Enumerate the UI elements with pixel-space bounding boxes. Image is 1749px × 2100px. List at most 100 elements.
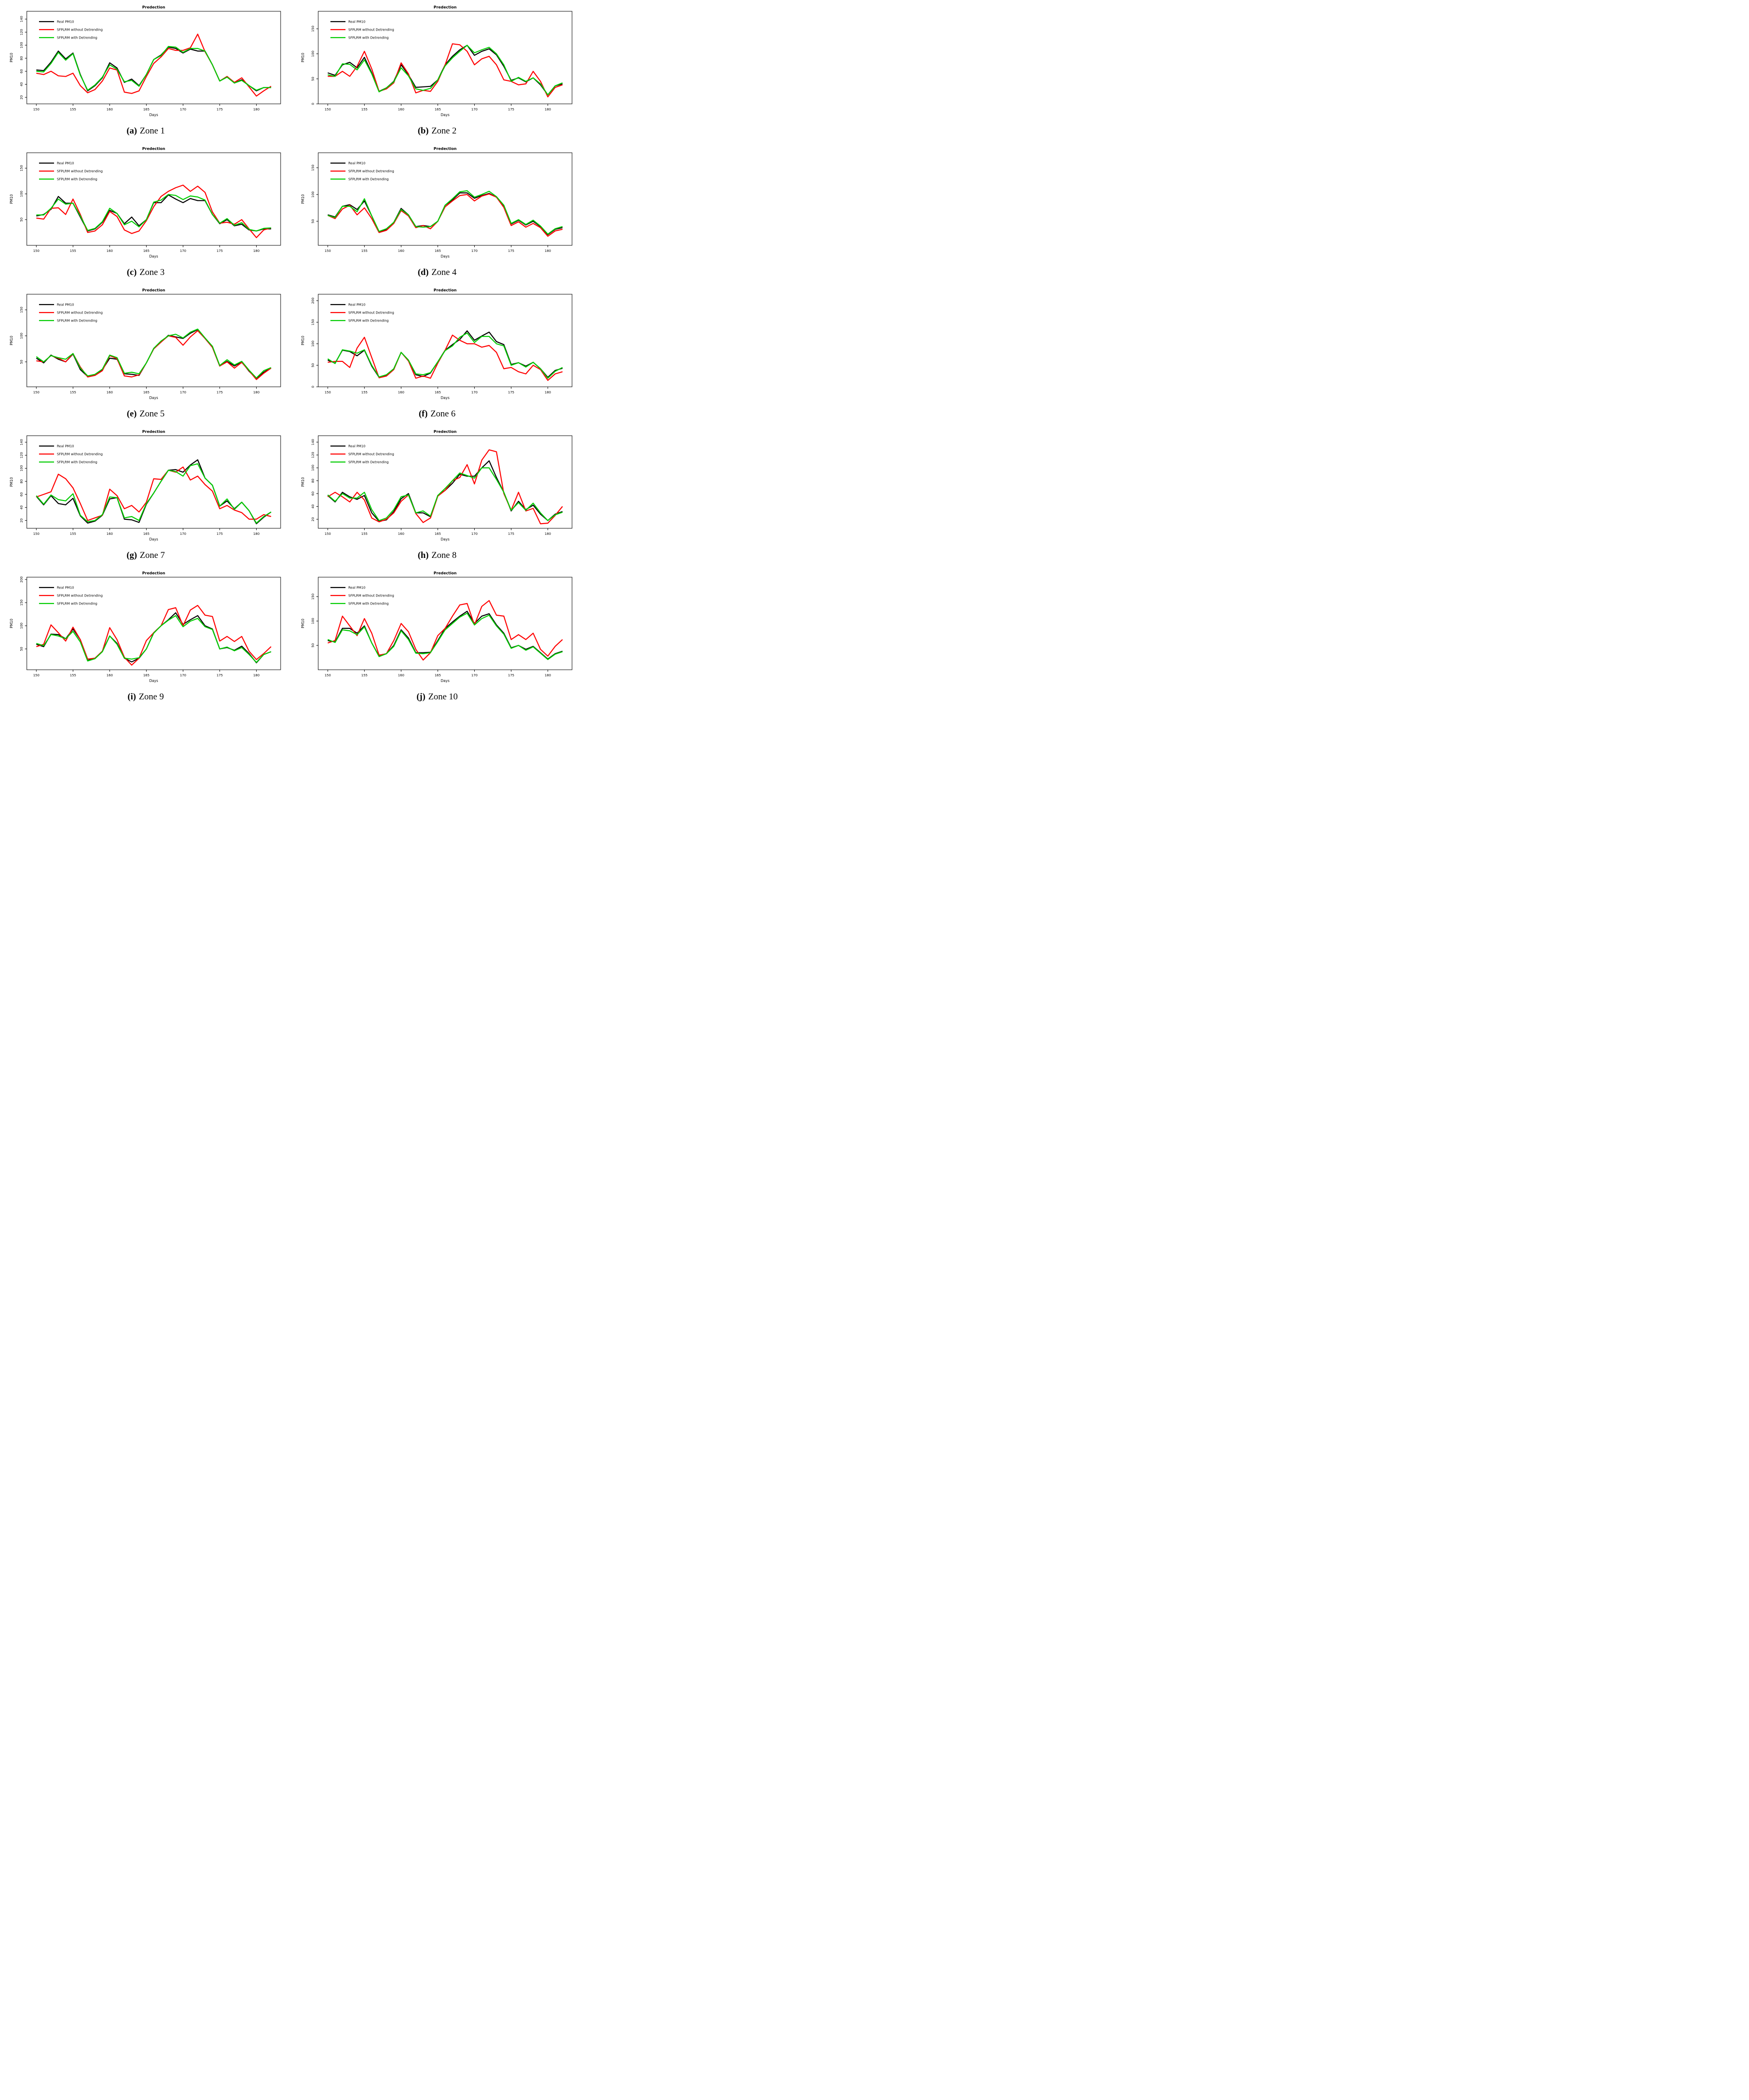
x-tick-label: 165 [143,249,149,253]
x-tick-label: 155 [361,391,368,394]
x-tick-label: 180 [253,674,259,677]
sfplrm-with-detrending-line [327,612,563,660]
sfplrm-with-detrending-line [327,332,563,379]
legend-label-sfplrm-with-detrending: SFPLRM with Detrending [348,178,389,181]
y-tick-label: 150 [311,26,315,32]
x-tick-label: 150 [33,391,39,394]
figure-caption: (g) Zone 7 [126,545,165,566]
sfplrm-with-detrending-line [36,46,271,91]
x-tick-label: 175 [508,108,514,111]
x-tick-label: 175 [508,249,514,253]
zone-10-chart: Predection 150 155 160 165 170 175 180 Days 50 100… [301,571,573,683]
x-tick-label: 150 [33,532,39,536]
x-tick-label: 170 [180,532,186,536]
x-tick-label: 170 [471,108,478,111]
y-axis-label: PM10 [301,194,305,204]
sfplrm-without-detrending-line [36,33,272,97]
x-tick-label: 150 [33,249,39,253]
chart-title: Predection [142,571,165,575]
caption-text: Zone 7 [140,550,165,560]
x-tick-label: 160 [107,674,113,677]
legend-label-real-pm10: Real PM10 [348,586,365,590]
chart-title: Predection [142,5,165,9]
figure-zone-8: Predection 150 155 160 165 170 175 180 Days 20 40 6… [291,424,583,566]
zone-5-chart: Predection 150 155 160 165 170 175 180 Days 50 100… [9,288,281,400]
x-tick-label: 180 [545,674,551,677]
legend-label-real-pm10: Real PM10 [348,20,365,24]
y-tick-label: 150 [20,307,24,313]
caption-text: Zone 3 [139,267,165,277]
y-tick-label: 80 [20,479,24,484]
x-tick-label: 155 [361,674,368,677]
legend-label-sfplrm-with-detrending: SFPLRM with Detrending [57,36,97,40]
chart-title: Predection [434,288,457,292]
x-tick-label: 180 [253,532,259,536]
figure-zone-2: Predection 150 155 160 165 170 175 180 Days 0 50 10… [291,0,583,141]
x-tick-label: 180 [253,108,259,111]
sfplrm-without-detrending-line [327,193,563,237]
sfplrm-without-detrending-line [327,600,563,661]
y-tick-label: 200 [311,298,315,304]
y-tick-label: 50 [20,360,24,364]
y-tick-label: 120 [311,452,315,458]
legend-label-sfplrm-without-detrending: SFPLRM without Detrending [348,594,394,598]
zone-2-chart: Predection 150 155 160 165 170 175 180 Days 0 50 10… [301,5,573,117]
figure-caption: (e) Zone 5 [127,404,165,424]
caption-letter: (c) [126,267,137,277]
y-tick-label: 50 [311,363,315,368]
figure-grid: Predection 150 155 160 165 170 175 180 Days 20 40 6… [0,0,583,707]
legend-label-real-pm10: Real PM10 [57,445,74,448]
legend-label-real-pm10: Real PM10 [57,303,74,307]
x-tick-label: 155 [70,532,76,536]
x-tick-label: 155 [361,532,368,536]
x-tick-label: 180 [545,391,551,394]
caption-text: Zone 2 [431,126,457,136]
zone-6-chart: Predection 150 155 160 165 170 175 180 Days 0 50 10… [301,288,573,400]
y-tick-label: 150 [20,599,24,605]
figure-caption: (d) Zone 4 [418,262,457,283]
x-tick-label: 175 [508,532,514,536]
chart-title: Predection [434,571,457,575]
y-axis-label: PM10 [301,53,305,63]
chart-title: Predection [434,5,457,9]
y-tick-label: 150 [311,319,315,325]
chart-title: Predection [142,147,165,151]
figure-zone-3: Predection 150 155 160 165 170 175 180 Days 50 100… [0,141,291,283]
x-tick-label: 160 [107,249,113,253]
legend-label-real-pm10: Real PM10 [348,162,365,165]
caption-letter: (f) [418,409,428,419]
x-tick-label: 170 [180,108,186,111]
caption-letter: (a) [126,126,137,136]
x-axis-label: Days [149,537,158,541]
plot-box [318,11,573,104]
zone-4-chart: Predection 150 155 160 165 170 175 180 Days 50 100… [301,147,573,259]
chart-title: Predection [142,430,165,434]
figure-caption: (j) Zone 10 [416,687,458,707]
x-tick-label: 160 [107,108,113,111]
x-tick-label: 175 [217,674,223,677]
real-pm10-line [327,192,563,235]
x-tick-label: 155 [70,391,76,394]
y-tick-label: 50 [311,77,315,81]
legend-label-sfplrm-with-detrending: SFPLRM with Detrending [348,36,389,40]
y-axis-label: PM10 [9,619,14,628]
x-tick-label: 150 [325,391,331,394]
x-axis-label: Days [149,254,158,259]
x-tick-label: 175 [217,249,223,253]
legend-label-sfplrm-with-detrending: SFPLRM with Detrending [57,319,97,323]
real-pm10-line [36,612,272,664]
x-tick-label: 160 [398,391,404,394]
real-pm10-line [327,45,563,95]
y-tick-label: 50 [20,218,24,222]
y-tick-label: 120 [20,29,24,35]
x-tick-label: 150 [325,674,331,677]
figure-zone-6: Predection 150 155 160 165 170 175 180 Days 0 50 10… [291,283,583,424]
y-tick-label: 40 [20,505,24,509]
x-tick-label: 175 [508,674,514,677]
y-tick-label: 20 [311,517,315,521]
legend-label-sfplrm-without-detrending: SFPLRM without Detrending [57,453,102,456]
y-tick-label: 40 [20,82,24,86]
legend-label-real-pm10: Real PM10 [57,162,74,165]
y-tick-label: 60 [20,492,24,496]
zone-3-chart: Predection 150 155 160 165 170 175 180 Days 50 100… [9,147,281,259]
